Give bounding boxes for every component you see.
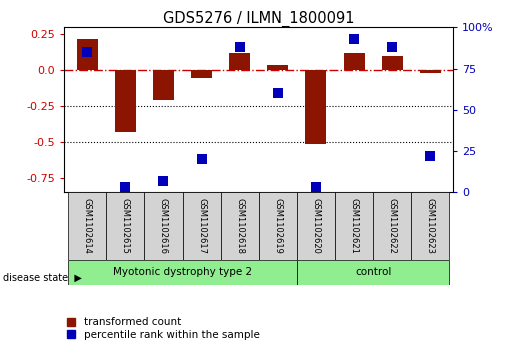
Bar bbox=[77, 39, 98, 70]
Point bbox=[235, 44, 244, 50]
Text: GSM1102621: GSM1102621 bbox=[350, 198, 358, 254]
Title: GDS5276 / ILMN_1800091: GDS5276 / ILMN_1800091 bbox=[163, 11, 354, 27]
Point bbox=[350, 36, 358, 42]
Bar bbox=[153, 70, 174, 101]
Point bbox=[312, 184, 320, 190]
Point bbox=[388, 44, 397, 50]
Text: GSM1102617: GSM1102617 bbox=[197, 198, 206, 254]
Bar bbox=[191, 70, 212, 78]
Bar bbox=[229, 53, 250, 70]
Point bbox=[426, 153, 435, 159]
Text: GSM1102622: GSM1102622 bbox=[388, 198, 397, 254]
Text: GSM1102623: GSM1102623 bbox=[426, 198, 435, 254]
Text: disease state  ▶: disease state ▶ bbox=[3, 273, 81, 283]
Text: GSM1102616: GSM1102616 bbox=[159, 198, 168, 254]
FancyBboxPatch shape bbox=[220, 192, 259, 260]
Text: GSM1102614: GSM1102614 bbox=[83, 198, 92, 254]
Point bbox=[121, 184, 129, 190]
Text: GSM1102615: GSM1102615 bbox=[121, 198, 130, 254]
Bar bbox=[115, 70, 136, 132]
Point bbox=[197, 156, 205, 162]
FancyBboxPatch shape bbox=[297, 192, 335, 260]
Bar bbox=[382, 56, 403, 70]
Text: GSM1102620: GSM1102620 bbox=[312, 198, 320, 254]
Text: GSM1102618: GSM1102618 bbox=[235, 198, 244, 254]
Text: Myotonic dystrophy type 2: Myotonic dystrophy type 2 bbox=[113, 267, 252, 277]
Bar bbox=[267, 65, 288, 70]
FancyBboxPatch shape bbox=[297, 260, 450, 285]
FancyBboxPatch shape bbox=[373, 192, 411, 260]
FancyBboxPatch shape bbox=[68, 192, 106, 260]
Point bbox=[83, 49, 91, 55]
FancyBboxPatch shape bbox=[411, 192, 450, 260]
FancyBboxPatch shape bbox=[144, 192, 182, 260]
FancyBboxPatch shape bbox=[68, 260, 297, 285]
Text: control: control bbox=[355, 267, 391, 277]
Point bbox=[159, 178, 167, 184]
Text: GSM1102619: GSM1102619 bbox=[273, 198, 282, 254]
FancyBboxPatch shape bbox=[106, 192, 144, 260]
Bar bbox=[305, 70, 327, 143]
FancyBboxPatch shape bbox=[259, 192, 297, 260]
Bar bbox=[344, 53, 365, 70]
FancyBboxPatch shape bbox=[335, 192, 373, 260]
Legend: transformed count, percentile rank within the sample: transformed count, percentile rank withi… bbox=[67, 317, 260, 340]
Bar bbox=[420, 70, 441, 73]
Point bbox=[274, 90, 282, 96]
FancyBboxPatch shape bbox=[182, 192, 220, 260]
